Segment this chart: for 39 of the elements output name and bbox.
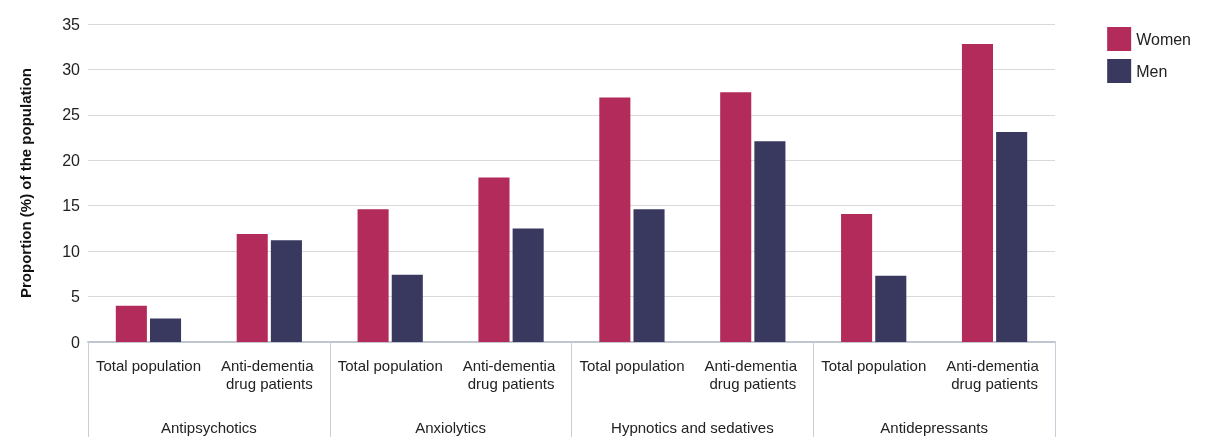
text: Anxiolytics — [415, 419, 487, 436]
x-tick-label: Anti-dementia drug patients — [462, 356, 560, 392]
x-tick-label: Total population — [337, 356, 443, 374]
bar — [633, 209, 665, 342]
legend-label: Women — [1136, 30, 1192, 48]
bar — [149, 318, 182, 342]
x-tick-label: Anti-dementia drug patients — [946, 356, 1043, 392]
text: Hypnotics and sedatives — [611, 419, 774, 436]
x-tick-label: Total population — [95, 356, 201, 374]
bar — [754, 141, 786, 342]
bar — [115, 305, 147, 342]
text: Antidepressants — [880, 419, 988, 436]
bar — [961, 43, 994, 342]
y-tick-label: 0 — [71, 333, 81, 351]
y-tick-label: 10 — [62, 242, 81, 260]
bar — [236, 233, 268, 342]
y-tick-label: 5 — [71, 288, 81, 306]
bar — [841, 213, 873, 342]
bar — [996, 132, 1028, 342]
y-tick-label: 25 — [62, 106, 81, 124]
text: Antipsychotics — [160, 419, 257, 436]
bar — [512, 228, 544, 342]
legend-label: Men — [1136, 62, 1168, 80]
bar — [478, 177, 510, 342]
bar — [875, 275, 907, 342]
bar — [720, 92, 752, 342]
y-tick-label: 30 — [62, 60, 81, 78]
x-tick-label: Total population — [579, 356, 685, 374]
bar — [270, 240, 302, 342]
y-tick-label: 35 — [62, 15, 81, 33]
x-tick-label: Anti-dementia drug patients — [220, 356, 318, 392]
y-axis-title: Proportion (%) of the population — [17, 68, 34, 298]
bar — [391, 274, 423, 342]
bar — [357, 209, 389, 342]
x-tick-label: Anti-dementia drug patients — [704, 356, 802, 392]
x-tick-label: Total population — [821, 356, 927, 374]
bar — [599, 97, 631, 342]
y-tick-label: 15 — [62, 197, 81, 215]
y-tick-label: 20 — [62, 151, 81, 169]
